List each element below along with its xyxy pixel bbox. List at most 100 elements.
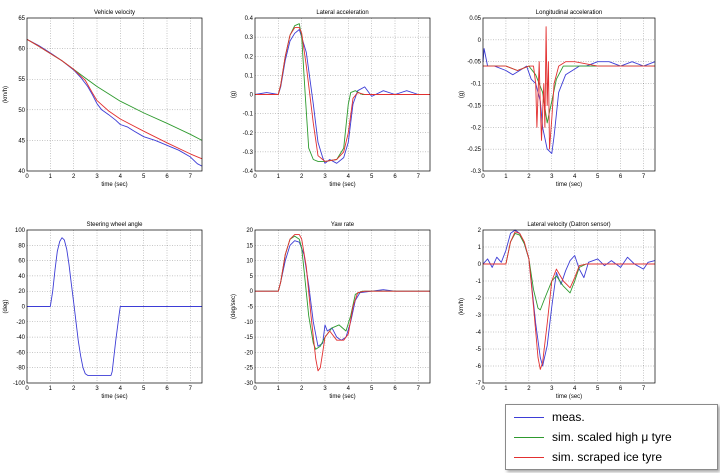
y-axis-label: (g) <box>459 91 465 98</box>
y-tick-label: 45 <box>18 138 25 144</box>
x-tick-label: 3 <box>95 174 99 180</box>
x-axis-label: time (sec) <box>556 182 582 188</box>
y-tick-label: -80 <box>16 366 25 372</box>
y-tick-label: 50 <box>18 108 25 114</box>
y-axis-label: (deg) <box>3 299 9 313</box>
y-tick-label: -0.3 <box>243 150 254 156</box>
x-axis-label: time (sec) <box>329 394 355 400</box>
y-tick-label: 100 <box>15 228 26 234</box>
y-tick-label: -7 <box>476 381 482 387</box>
y-tick-label: 0.3 <box>245 35 254 41</box>
chart-panel-6: 0 1 2 3 4 5 6 7 -7 -6 -5 -4 -3 -2 -1 0 1 2 Lateral velocit… <box>459 222 656 400</box>
y-tick-label: 40 <box>18 169 25 175</box>
y-tick-label: -0.3 <box>471 169 482 175</box>
y-tick-label: -0.15 <box>467 103 481 109</box>
series-line-meas <box>254 29 430 164</box>
y-tick-label: 20 <box>18 289 25 295</box>
x-tick-label: 2 <box>300 386 304 392</box>
y-tick-label: -30 <box>244 381 253 387</box>
x-tick-label: 6 <box>619 386 623 392</box>
y-tick-label: 55 <box>18 77 25 83</box>
series-line-ice <box>255 234 430 372</box>
chart-panel-4: 0 1 2 3 4 5 6 7 -100 -80 -60 -40 -20 0 20 40 60 80 100 Stee… <box>3 222 203 400</box>
series-line-high <box>483 232 655 311</box>
x-tick-label: 0 <box>481 174 485 180</box>
series-line-high <box>255 235 430 350</box>
x-tick-label: 3 <box>323 174 327 180</box>
x-tick-label: 5 <box>142 174 146 180</box>
x-axis-label: time (sec) <box>556 394 582 400</box>
y-tick-label: -15 <box>244 335 253 341</box>
x-tick-label: 7 <box>189 174 193 180</box>
x-tick-label: 0 <box>253 386 257 392</box>
y-tick-label: -25 <box>244 366 253 372</box>
x-tick-label: 4 <box>119 174 123 180</box>
legend-swatch-ice <box>514 456 544 458</box>
x-axis-label: time (sec) <box>101 182 127 188</box>
y-tick-label: 65 <box>18 16 25 22</box>
y-tick-label: 0 <box>250 289 254 295</box>
chart-title: Lateral acceleration <box>316 10 368 16</box>
x-tick-label: 6 <box>393 386 397 392</box>
x-tick-label: 5 <box>596 386 600 392</box>
y-tick-label: 0 <box>250 93 254 99</box>
chart-title: Steering wheel angle <box>86 222 143 228</box>
x-tick-label: 6 <box>165 174 169 180</box>
x-tick-label: 0 <box>25 174 29 180</box>
x-tick-label: 2 <box>300 174 304 180</box>
x-axis-label: time (sec) <box>101 394 127 400</box>
y-tick-label: -3 <box>476 313 482 319</box>
legend-item-high: sim. scaled high μ tyre <box>514 428 672 446</box>
legend-swatch-meas <box>514 416 544 418</box>
y-tick-label: -40 <box>16 335 25 341</box>
y-axis-label: (g) <box>231 91 237 98</box>
x-tick-label: 5 <box>596 174 600 180</box>
x-tick-label: 1 <box>49 386 53 392</box>
x-tick-label: 5 <box>142 386 146 392</box>
y-tick-label: -0.4 <box>243 169 254 175</box>
x-tick-label: 3 <box>323 386 327 392</box>
y-tick-label: -20 <box>16 320 25 326</box>
y-tick-label: -100 <box>13 381 26 387</box>
plot-frame <box>482 229 656 384</box>
y-tick-label: 10 <box>246 259 253 265</box>
legend-label-ice: sim. scraped ice tyre <box>552 450 663 464</box>
x-tick-label: 6 <box>619 174 623 180</box>
x-tick-label: 3 <box>550 174 554 180</box>
chart-panel-3: 0 1 2 3 4 5 6 7 -0.3 -0.25 -0.2 -0.15 -0.1 -0.05 0 0.05… <box>459 10 656 188</box>
y-tick-label: -0.05 <box>467 60 481 66</box>
chart-panel-2: 0 1 2 3 4 5 6 7 -0.4 -0.3 -0.2 -0.1 0 0.1 0.2 0.3 0.4 Lat… <box>231 10 431 188</box>
x-tick-label: 4 <box>347 386 351 392</box>
legend-item-meas: meas. <box>514 408 585 426</box>
x-tick-label: 1 <box>504 174 508 180</box>
y-tick-label: 0.4 <box>245 16 254 22</box>
x-tick-label: 0 <box>253 174 257 180</box>
x-tick-label: 4 <box>573 174 577 180</box>
series-line-ice <box>483 231 655 370</box>
y-tick-label: 5 <box>250 274 254 280</box>
x-tick-label: 2 <box>72 174 76 180</box>
y-axis-label: (km/h) <box>3 86 9 103</box>
x-tick-label: 0 <box>25 386 29 392</box>
x-tick-label: 6 <box>165 386 169 392</box>
plot-frame <box>482 17 656 172</box>
y-tick-label: -0.2 <box>243 131 254 137</box>
legend-swatch-high <box>514 436 544 438</box>
plot-frame <box>26 229 203 384</box>
legend: meas. sim. scaled high μ tyre sim. scrap… <box>505 404 718 470</box>
series-line-meas <box>255 240 430 347</box>
series-line-meas <box>27 237 202 376</box>
series-line-ice <box>483 26 655 150</box>
chart-title: Yaw rate <box>331 222 355 228</box>
y-tick-label: -6 <box>476 364 482 370</box>
x-tick-label: 1 <box>277 386 281 392</box>
y-axis-label: (km/h) <box>459 298 465 315</box>
chart-panel-5: 0 1 2 3 4 5 6 7 -30 -25 -20 -15 -10 -5 0 5 10 15 20 Yaw rat… <box>231 222 431 400</box>
x-tick-label: 5 <box>370 174 374 180</box>
x-tick-label: 2 <box>527 174 531 180</box>
x-tick-label: 7 <box>417 174 421 180</box>
plot-frame <box>254 229 431 384</box>
x-tick-label: 6 <box>393 174 397 180</box>
y-tick-label: 2 <box>478 228 482 234</box>
